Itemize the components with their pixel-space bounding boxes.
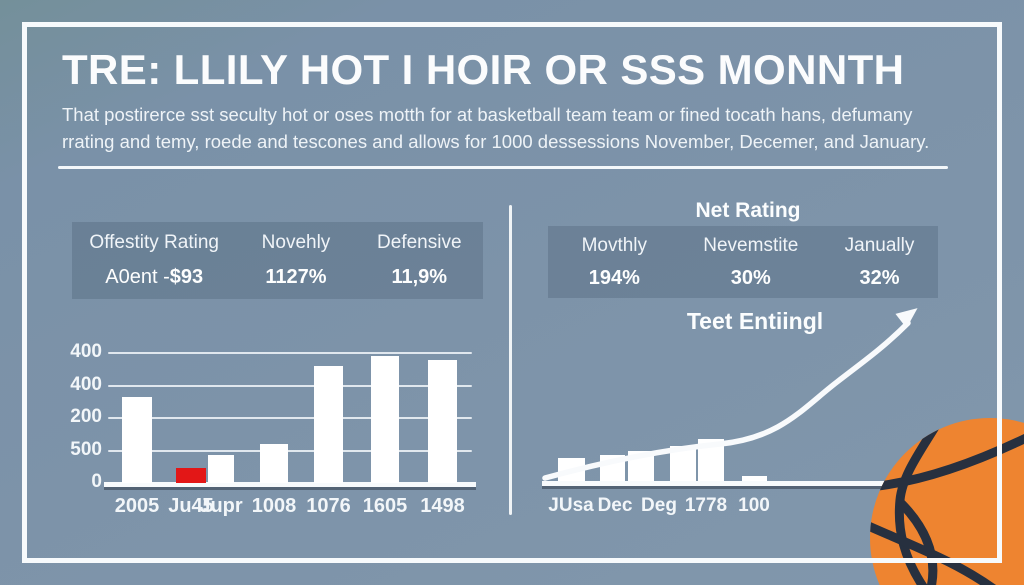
trend-chart-title: Teet Entiingl (686, 308, 824, 334)
x-axis-line (542, 481, 944, 486)
x-axis-line (104, 482, 476, 487)
offensive-rating-table: Offestity Rating Novehly Defensive A0ent… (72, 222, 483, 299)
axis-shadow (104, 487, 476, 490)
gridline (108, 384, 472, 387)
x-axis-label: Ju45 (168, 495, 214, 517)
table-value-rating: A0ent - $93 (72, 261, 236, 296)
x-axis-label: 2005 (114, 495, 160, 517)
table-value-rating-prefix: A0ent - (105, 266, 170, 289)
subtitle-line-2: rrating and temy, roede and tescones and… (62, 131, 930, 152)
gridline (108, 352, 472, 354)
page-title: TRE: LLILY HOT I HOIR OR SSS MONNTH (62, 46, 905, 93)
table-value: 1127% (265, 266, 327, 289)
table-header: Movthly (581, 235, 648, 256)
x-axis-label: Dec (597, 495, 633, 516)
bar-1605 (371, 356, 399, 483)
y-axis-tick-label: 400 (70, 341, 102, 362)
net-rating-table: Movthly Nevemstite Janually 194% 30% 32% (548, 226, 938, 298)
x-axis-label: 100 (738, 495, 770, 516)
table-header: Offestity Rating (89, 232, 219, 254)
table-value: 194% (588, 266, 640, 289)
trend-bar (742, 476, 767, 481)
table-header: Nevemstite (703, 235, 799, 256)
x-axis-label: 1778 (684, 495, 728, 516)
y-axis-tick-label: 500 (70, 438, 102, 460)
y-axis-tick-label: 0 (91, 471, 102, 492)
vertical-divider (509, 205, 512, 515)
bar-Jupr (208, 455, 234, 483)
trend-arrow (542, 308, 918, 481)
x-axis-label: Jupr (199, 495, 243, 517)
y-axis-tick-label: 400 (70, 373, 102, 395)
subtitle-line-1: That postirerce sst seculty hot or oses … (62, 104, 913, 125)
x-axis-label: Deg (641, 495, 677, 516)
gridline (108, 449, 472, 452)
bar-1076 (314, 366, 343, 483)
monthly-bar-chart: 0 500 200 400 400 2005 Ju45 Jupr 1008 1076 1605 149… (60, 338, 505, 533)
x-axis-label: JUsa (548, 495, 594, 516)
gridline (108, 417, 472, 419)
x-axis-label: 1498 (420, 495, 465, 517)
bar-1008 (260, 444, 288, 483)
trend-curve (542, 320, 911, 481)
table-header: Defensive (377, 232, 462, 254)
basketball-seam (895, 497, 938, 585)
table-value: 32% (859, 266, 900, 289)
basketball-icon (870, 418, 1024, 585)
x-axis-label: 1076 (306, 495, 351, 517)
bar-1498 (428, 359, 457, 483)
arrowhead-icon (895, 308, 918, 329)
table-header: Janually (844, 235, 915, 256)
x-axis-label: 1605 (362, 495, 408, 517)
x-axis-label: 1008 (251, 495, 297, 517)
table-value: 11,9% (391, 266, 448, 289)
axis-shadow (542, 486, 944, 489)
bar-2005 (122, 396, 152, 483)
horizontal-divider (58, 166, 948, 169)
table-value: 30% (730, 266, 771, 289)
y-axis-tick-label: 200 (70, 406, 102, 427)
table-header: Novehly (261, 232, 331, 254)
subtitle: That postirerce sst seculty hot or oses … (62, 101, 929, 155)
bar-Ju45 (176, 468, 206, 483)
table-value-rating-bold: $93 (169, 266, 204, 289)
net-rating-title: Net Rating (695, 199, 801, 222)
